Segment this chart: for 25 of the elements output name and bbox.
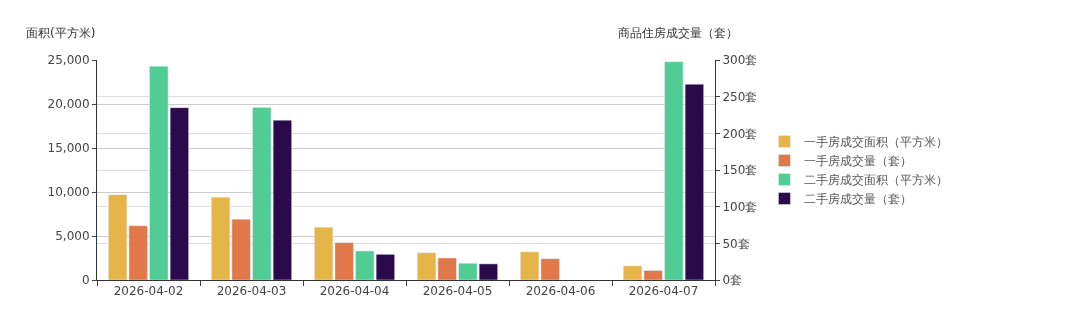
y2-tick-label: 300套 xyxy=(722,53,758,68)
y2-tick-label: 150套 xyxy=(722,163,758,178)
x-tick-label: 2026-04-05 xyxy=(422,284,493,299)
y2-axis-title: 商品住房成交量（套） xyxy=(618,26,738,40)
y2-tick-label: 50套 xyxy=(722,236,750,251)
y-axis-title: 面积(平方米) xyxy=(26,26,96,40)
x-tick-label: 2026-04-07 xyxy=(628,284,699,299)
x-tick-label: 2026-04-04 xyxy=(319,284,390,299)
y-tick-label: 10,000 xyxy=(47,185,90,200)
y2-tick-label: 250套 xyxy=(722,89,758,104)
legend-label: 二手房成交面积（平方米） xyxy=(804,173,949,188)
y-tick-label: 20,000 xyxy=(47,97,90,112)
legend-label: 一手房成交量（套） xyxy=(804,154,913,169)
legend-label: 二手房成交量（套） xyxy=(804,192,913,207)
y-tick-label: 0 xyxy=(81,273,90,288)
x-tick-label: 2026-04-03 xyxy=(216,284,287,299)
y2-tick-label: 100套 xyxy=(722,199,758,214)
y-tick-label: 5,000 xyxy=(55,229,90,244)
y2-tick-label: 200套 xyxy=(722,126,758,141)
y-tick-label: 15,000 xyxy=(47,141,90,156)
x-tick-label: 2026-04-02 xyxy=(113,284,184,299)
legend-label: 一手房成交面积（平方米） xyxy=(804,135,949,150)
y-tick-label: 25,000 xyxy=(47,53,90,68)
x-tick-label: 2026-04-06 xyxy=(525,284,596,299)
y2-tick-label: 0套 xyxy=(722,273,743,288)
